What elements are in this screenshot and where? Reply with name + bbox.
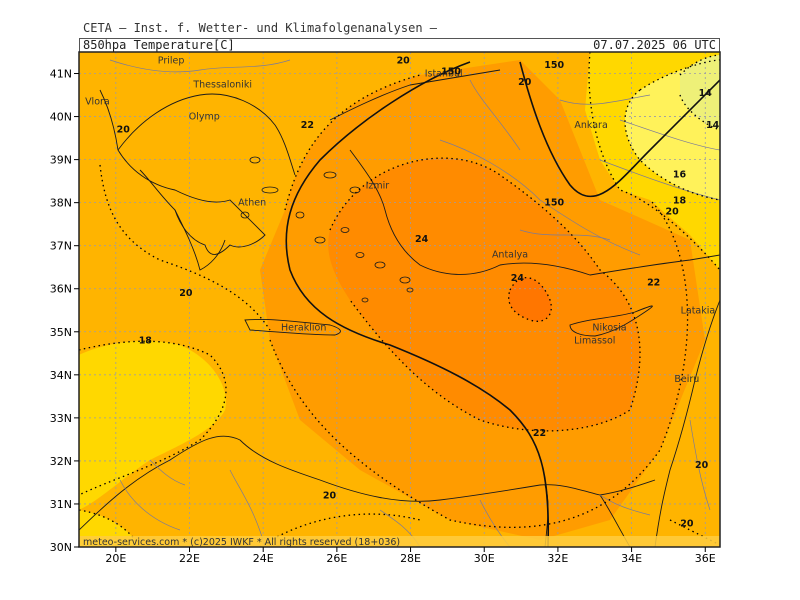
lat-tick-label: 39N bbox=[50, 154, 72, 167]
city-layer: Prilep Thessaloniki Vlora Olymp Athen Istanbu… bbox=[85, 56, 715, 386]
header-institute: CETA — Inst. f. Wetter- und Klimafolgena… bbox=[83, 21, 438, 35]
lon-tick-label: 20E bbox=[105, 552, 126, 565]
city-label: Latakia bbox=[681, 305, 716, 316]
geopotential-line bbox=[285, 61, 550, 547]
lat-tick-label: 31N bbox=[50, 498, 72, 511]
city-label: Prilep bbox=[158, 56, 185, 67]
contour-value-label: 22 bbox=[647, 277, 660, 288]
city-label: Thessaloniki bbox=[192, 79, 252, 90]
lon-tick-label: 24E bbox=[253, 552, 274, 565]
city-label: Izmir bbox=[366, 180, 390, 191]
longitude-axis: 20E 22E 24E 26E 28E 30E 32E 34E 36E bbox=[105, 547, 716, 565]
contour-value-label: 20 bbox=[695, 460, 709, 471]
contour-value-label: 20 bbox=[665, 206, 679, 217]
contour-value-label: 22 bbox=[301, 120, 314, 131]
lon-tick-label: 34E bbox=[621, 552, 642, 565]
city-label: Antalya bbox=[492, 249, 528, 260]
lon-tick-label: 30E bbox=[474, 552, 495, 565]
lat-tick-label: 36N bbox=[50, 283, 72, 296]
footer-strip bbox=[79, 536, 720, 547]
aegean-islands bbox=[240, 156, 414, 303]
lat-tick-label: 38N bbox=[50, 197, 72, 210]
contour-value-label: 16 bbox=[673, 170, 687, 181]
coastlines bbox=[79, 69, 720, 547]
lat-tick-label: 33N bbox=[50, 412, 72, 425]
contour-value-label: 14 bbox=[706, 120, 720, 131]
footer-copyright: meteo-services.com * (c)2025 IWKF * All … bbox=[83, 537, 400, 548]
contour-value-label: 150 bbox=[441, 66, 461, 77]
city-label: Ankara bbox=[574, 120, 607, 131]
lat-tick-label: 41N bbox=[50, 68, 72, 81]
lat-tick-label: 35N bbox=[50, 326, 72, 339]
contour-value-label: 24 bbox=[415, 234, 429, 245]
contour-value-label: 20 bbox=[179, 288, 193, 299]
city-label: Limassol bbox=[574, 335, 615, 346]
lon-tick-label: 26E bbox=[326, 552, 347, 565]
temp-fill-24 bbox=[328, 158, 640, 431]
contour-value-label: 18 bbox=[673, 196, 687, 207]
contour-value-label: 20 bbox=[117, 124, 131, 135]
contour-value-label: 20 bbox=[518, 77, 532, 88]
contour-value-label: 150 bbox=[544, 60, 564, 71]
contour-value-label: 22 bbox=[533, 428, 546, 439]
lat-tick-label: 40N bbox=[50, 111, 72, 124]
city-label: Beiru bbox=[674, 374, 699, 385]
contour-value-label: 20 bbox=[323, 490, 337, 501]
city-label: Nikosia bbox=[592, 322, 626, 333]
lat-tick-label: 37N bbox=[50, 240, 72, 253]
map-title-bar: 850hpa Temperature[C] 07.07.2025 06 UTC bbox=[79, 38, 720, 52]
city-label: Heraklion bbox=[281, 322, 326, 333]
lon-tick-label: 28E bbox=[400, 552, 421, 565]
temperature-contours bbox=[79, 52, 720, 547]
lat-tick-label: 32N bbox=[50, 455, 72, 468]
contour-value-label: 14 bbox=[699, 88, 713, 99]
latitude-axis: 30N 31N 32N 33N 34N 35N 36N 37N 38N 39N 40N 41N bbox=[50, 68, 79, 554]
lon-tick-label: 22E bbox=[179, 552, 200, 565]
contour-value-label: 20 bbox=[680, 518, 694, 529]
geopotential-line-east bbox=[519, 61, 720, 198]
city-label: Athen bbox=[238, 198, 266, 209]
lon-tick-label: 32E bbox=[547, 552, 568, 565]
city-label: Vlora bbox=[85, 97, 110, 108]
valid-time: 07.07.2025 06 UTC bbox=[593, 38, 716, 52]
lat-tick-label: 30N bbox=[50, 541, 72, 554]
contour-value-label: 20 bbox=[397, 56, 411, 67]
city-label: Istanbul bbox=[425, 69, 463, 80]
contour-value-label: 18 bbox=[139, 335, 153, 346]
city-label: Olymp bbox=[189, 112, 220, 123]
field-title: 850hpa Temperature[C] bbox=[83, 38, 235, 52]
lon-tick-label: 36E bbox=[695, 552, 716, 565]
lat-lon-grid bbox=[79, 52, 720, 547]
lat-tick-label: 34N bbox=[50, 369, 72, 382]
map-frame bbox=[78, 51, 721, 548]
contour-value-label: 150 bbox=[544, 198, 564, 209]
contour-value-label: 24 bbox=[511, 273, 525, 284]
